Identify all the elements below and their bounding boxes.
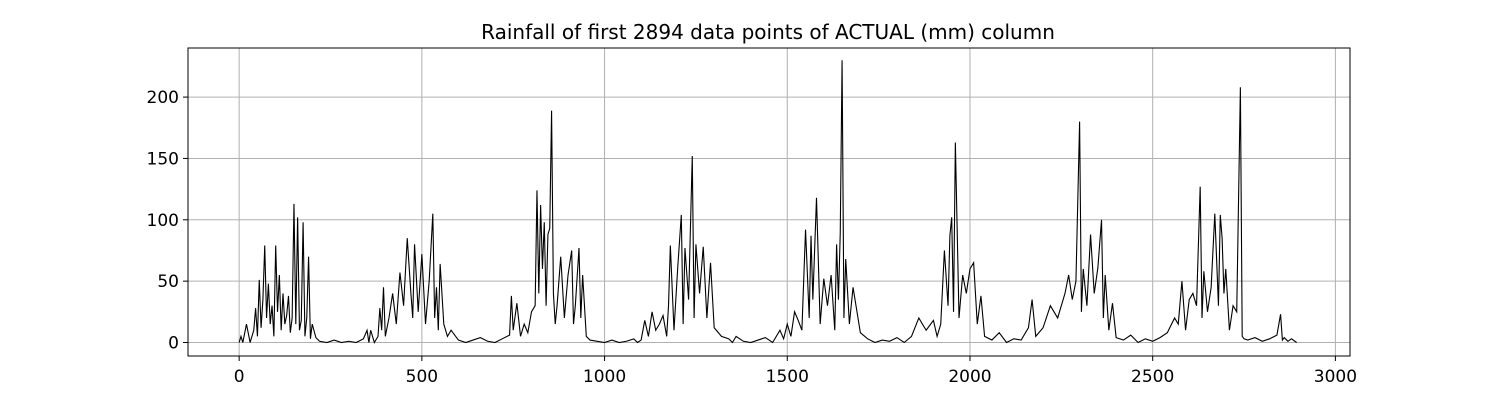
- series-line-0: [238, 60, 1297, 344]
- x-tick-label: 2000: [948, 367, 991, 387]
- y-tick-label: 100: [147, 211, 179, 231]
- x-tick-label: 3000: [1314, 367, 1357, 387]
- y-tick-label: 0: [168, 334, 179, 354]
- x-tick-label: 500: [406, 367, 438, 387]
- x-tick-label: 1000: [583, 367, 626, 387]
- x-tick-label: 2500: [1131, 367, 1174, 387]
- series-layer: [238, 60, 1297, 344]
- x-tick-label: 0: [234, 367, 245, 387]
- y-tick-label: 150: [147, 149, 179, 169]
- chart-title: Rainfall of first 2894 data points of AC…: [481, 20, 1055, 44]
- grid: [188, 48, 1350, 356]
- y-tick-label: 50: [157, 272, 179, 292]
- y-tick-label: 200: [147, 88, 179, 108]
- plot-frame: [187, 47, 1351, 357]
- axis-ticks: 0 500 1000 1500 2000 2500 3000 0 50 100 150 200: [147, 88, 1357, 387]
- x-tick-label: 1500: [766, 367, 809, 387]
